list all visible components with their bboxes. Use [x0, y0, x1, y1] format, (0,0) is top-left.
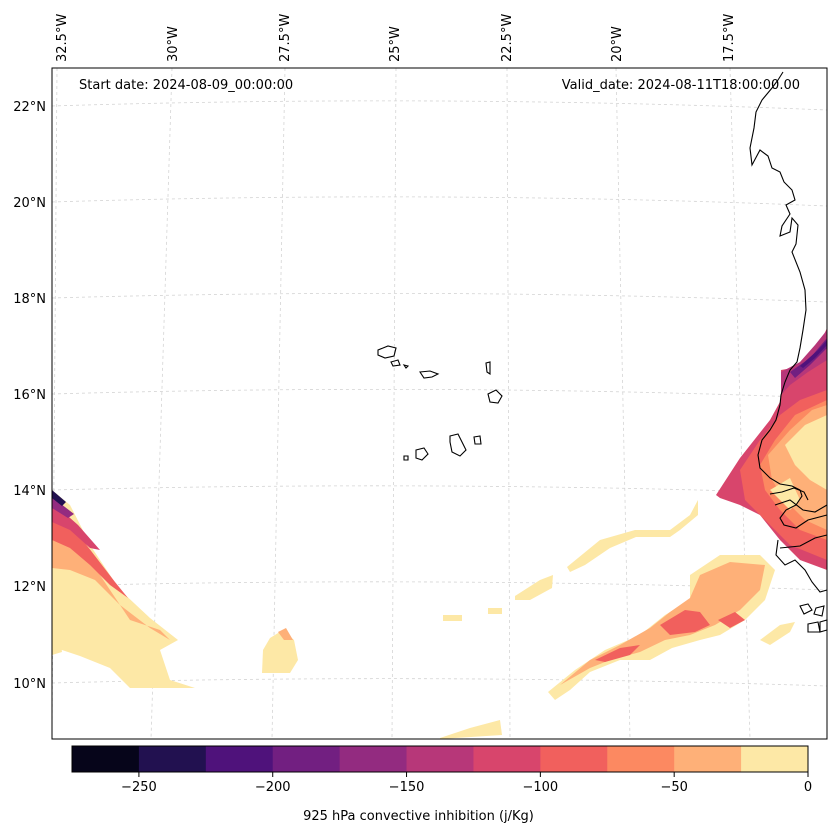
- colorbar-segment: [473, 746, 541, 772]
- cin-field-patch: [443, 615, 462, 621]
- santo-antao-island: [377, 345, 397, 359]
- cin-field-west: [52, 490, 195, 688]
- guinea-bissau-border: [779, 534, 828, 549]
- bijagos-islands: [799, 603, 828, 633]
- coastlines: [377, 71, 828, 633]
- start-date: Start date: 2024-08-09_00:00:00: [79, 78, 294, 93]
- cin-field-west: [52, 490, 66, 506]
- cin-field-patch: [488, 608, 502, 614]
- colorbar-tick-label: −150: [389, 780, 425, 795]
- lat-label: 20°N: [13, 196, 46, 211]
- cin-field-patch: [760, 622, 795, 645]
- cin-field-center: [278, 628, 293, 640]
- colorbar-tick-label: −50: [660, 780, 687, 795]
- lon-label: 27.5°W: [278, 14, 293, 62]
- colorbar-tick-label: 0: [804, 780, 812, 795]
- brava-island: [403, 455, 409, 461]
- longitude-labels: 32.5°W 30°W 27.5°W 25°W 22.5°W 20°W 17.5…: [55, 14, 737, 62]
- lat-label: 16°N: [13, 388, 46, 403]
- colorbar-tick-label: −250: [121, 780, 157, 795]
- cin-field-south: [660, 610, 710, 635]
- cin-field-south: [718, 612, 745, 628]
- cin-field-patch: [515, 575, 553, 600]
- colorbar-segment: [540, 746, 608, 772]
- valid-date: Valid_date: 2024-08-11T18:00:00.00: [561, 78, 800, 93]
- colorbar-tick-label: −200: [255, 780, 291, 795]
- colorbar-frame: [71, 745, 809, 773]
- colorbar-segment: [741, 746, 809, 772]
- boa-vista-island: [487, 389, 503, 404]
- lon-label: 30°W: [166, 26, 181, 62]
- lon-label: 17.5°W: [722, 14, 737, 62]
- maio-island: [473, 435, 482, 445]
- colorbar-segment: [272, 746, 341, 772]
- lat-label: 14°N: [13, 484, 46, 499]
- colorbar-segment: [607, 746, 675, 772]
- colorbar-tick-label: −100: [523, 780, 559, 795]
- cin-field-east: [790, 338, 827, 378]
- lat-label: 18°N: [13, 292, 46, 307]
- guinea-bissau-coast: [775, 539, 828, 593]
- colorbar-segment: [406, 746, 474, 772]
- cin-field-east: [800, 340, 827, 368]
- cin-field-east: [785, 415, 827, 490]
- colorbar-segment: [205, 746, 274, 772]
- colorbar-label: 925 hPa convective inhibition (j/Kg): [303, 809, 534, 824]
- fogo-island: [415, 447, 429, 461]
- cin-field-patch: [567, 500, 698, 572]
- lat-label: 12°N: [13, 580, 46, 595]
- cin-field-patch: [440, 720, 502, 739]
- colorbar: −250 −200 −150 −100 −50 0: [71, 745, 812, 795]
- lon-label: 32.5°W: [55, 14, 70, 62]
- gambia-river: [769, 487, 809, 501]
- lat-label: 22°N: [13, 100, 46, 115]
- sao-vicente-island: [390, 359, 401, 367]
- colorbar-segment: [339, 746, 408, 772]
- lat-label: 10°N: [13, 677, 46, 692]
- colorbar-segment: [674, 746, 742, 772]
- cin-field-center: [262, 630, 298, 673]
- sao-nicolau-island: [419, 370, 440, 379]
- sal-island: [485, 361, 491, 376]
- lon-label: 22.5°W: [500, 14, 515, 62]
- lon-label: 20°W: [610, 26, 625, 62]
- senegal-border: [774, 499, 828, 513]
- santa-luzia-island: [402, 364, 410, 369]
- cin-field-south: [595, 645, 640, 662]
- map-frame: [51, 67, 828, 740]
- lon-label: 25°W: [388, 26, 403, 62]
- colorbar-segment: [72, 746, 140, 772]
- africa-coastline: [749, 71, 828, 529]
- cin-field-west: [52, 630, 62, 655]
- santiago-island: [449, 433, 467, 457]
- latitude-labels: 22°N 20°N 18°N 16°N 14°N 12°N 10°N: [13, 100, 46, 692]
- colorbar-segment: [138, 746, 207, 772]
